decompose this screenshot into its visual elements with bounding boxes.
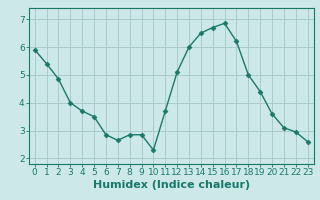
X-axis label: Humidex (Indice chaleur): Humidex (Indice chaleur) (92, 180, 250, 190)
